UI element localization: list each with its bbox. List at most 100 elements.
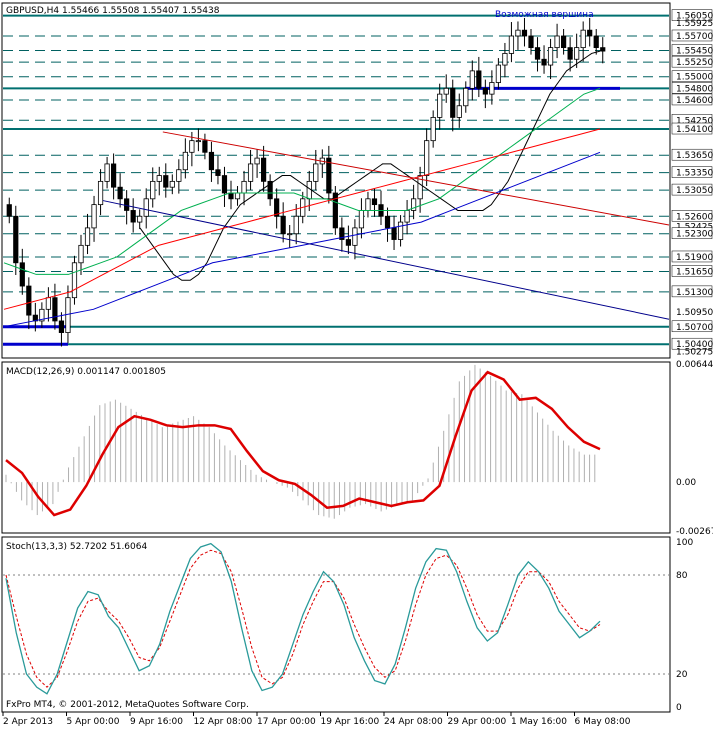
price-axis-label-17: 1.51650 xyxy=(676,268,713,278)
candle-body-91 xyxy=(600,47,606,52)
candle-body-79 xyxy=(521,29,528,37)
candle-body-17 xyxy=(117,186,123,200)
moving-averages-group xyxy=(3,50,601,328)
candle-body-36 xyxy=(241,180,247,194)
candle-body-68 xyxy=(450,87,456,118)
stoch-axis-label-3: 0 xyxy=(676,703,682,713)
price-axis-label-21: 1.50400 xyxy=(676,340,713,350)
candle-body-89 xyxy=(587,29,593,37)
time-axis-label-6: 24 Apr 08:00 xyxy=(384,717,443,727)
candle-body-83 xyxy=(547,47,554,66)
price-label-box-11 xyxy=(671,166,713,178)
levels-group xyxy=(3,14,669,346)
candle-body-29 xyxy=(195,140,201,143)
candle-body-82 xyxy=(541,58,547,66)
price-axis-label-12: 1.53050 xyxy=(676,186,713,196)
candle-body-90 xyxy=(593,35,599,49)
candle-body-37 xyxy=(247,163,254,182)
time-axis-label-2: 9 Apr 16:00 xyxy=(130,717,183,727)
candle-body-24 xyxy=(163,175,169,188)
macd-axis: 0.006448 0.00 -0.00267 xyxy=(676,360,713,537)
price-axis-label-2: 1.55700 xyxy=(676,32,713,42)
candle-body-86 xyxy=(567,47,573,60)
candle-body-64 xyxy=(424,140,430,176)
stoch-panel xyxy=(1,536,671,713)
candle-body-55 xyxy=(365,198,371,211)
candle-body-22 xyxy=(150,180,156,200)
time-axis: 2 Apr 2013 5 Apr 00:00 9 Apr 16:00 12 Apr 0… xyxy=(2,712,631,727)
price-label-box-6 xyxy=(671,82,713,94)
price-axis-label-20: 1.50700 xyxy=(676,323,713,333)
candle-body-20 xyxy=(137,215,143,223)
time-axis-label-1: 5 Apr 00:00 xyxy=(67,717,120,727)
macd-axis-label-2: -0.00267 xyxy=(676,527,713,537)
candle-body-80 xyxy=(528,35,534,49)
candle-body-41 xyxy=(274,198,280,217)
candle-body-63 xyxy=(417,175,423,200)
candle-body-3 xyxy=(26,285,32,316)
price-axis-label-19: 1.50950 xyxy=(676,308,713,318)
stoch-axis-label-0: 100 xyxy=(676,538,693,548)
time-axis-label-7: 29 Apr 00:00 xyxy=(448,717,507,727)
candle-body-33 xyxy=(221,175,228,194)
price-label-box-0 xyxy=(671,9,713,21)
macd-title: MACD(12,26,9) 0.001147 0.001805 xyxy=(6,367,166,377)
candle-body-19 xyxy=(130,210,136,223)
candle-body-15 xyxy=(104,163,110,182)
trendlines-group xyxy=(102,131,670,320)
candle-body-2 xyxy=(19,262,25,287)
candle-body-43 xyxy=(287,233,293,236)
price-axis-label-8: 1.54250 xyxy=(676,116,713,126)
candle-body-13 xyxy=(91,204,97,229)
candle-body-56 xyxy=(371,198,378,206)
stoch-title: Stoch(13,3,3) 52.7202 51.6064 xyxy=(6,542,147,552)
price-label-box-17 xyxy=(671,265,713,277)
price-axis-label-4: 1.55250 xyxy=(676,58,713,68)
candle-body-87 xyxy=(574,47,580,60)
price-label-box-21 xyxy=(671,337,713,350)
macd-signal-group xyxy=(5,370,601,517)
candle-body-73 xyxy=(482,87,488,95)
candle-body-31 xyxy=(208,151,215,171)
stoch-axis-label-1: 80 xyxy=(676,571,688,581)
candle-body-5 xyxy=(39,308,45,322)
candle-body-50 xyxy=(332,192,338,229)
candle-body-67 xyxy=(443,87,449,95)
candle-body-77 xyxy=(508,35,515,54)
candle-body-26 xyxy=(176,169,182,182)
price-axis-label-11: 1.53350 xyxy=(676,169,713,179)
price-axis-label-9: 1.54100 xyxy=(676,125,713,135)
candle-body-60 xyxy=(397,221,404,240)
candle-body-21 xyxy=(143,198,149,217)
candle-body-66 xyxy=(437,93,443,118)
price-title: GBPUSD,H4 1.55466 1.55508 1.55407 1.5543… xyxy=(6,6,220,16)
time-axis-label-8: 1 May 16:00 xyxy=(511,717,567,727)
candle-body-42 xyxy=(280,215,286,235)
candle-body-70 xyxy=(463,87,469,107)
candle-body-88 xyxy=(580,29,586,49)
price-axis-label-6: 1.54800 xyxy=(676,84,713,94)
price-label-box-12 xyxy=(671,183,713,196)
candle-body-28 xyxy=(189,140,195,153)
candle-body-27 xyxy=(182,151,188,171)
time-axis-label-4: 17 Apr 00:00 xyxy=(257,717,316,727)
candle-body-34 xyxy=(228,192,234,200)
candle-body-81 xyxy=(534,47,541,60)
moving-average-1 xyxy=(3,87,601,275)
stoch-k-line xyxy=(5,542,601,695)
candle-body-6 xyxy=(45,297,51,310)
price-label-box-20 xyxy=(671,320,713,333)
price-label-box-4 xyxy=(671,55,713,68)
candle-body-25 xyxy=(169,180,175,188)
candle-body-62 xyxy=(411,198,417,211)
candle-body-47 xyxy=(313,163,319,182)
candle-body-18 xyxy=(124,198,130,211)
candle-body-85 xyxy=(561,35,567,49)
candle-body-39 xyxy=(261,157,267,182)
macd-histogram xyxy=(5,364,596,519)
candle-body-69 xyxy=(456,105,462,118)
price-label-box-9 xyxy=(671,122,713,135)
candle-body-38 xyxy=(254,157,260,165)
time-axis-label-3: 12 Apr 08:00 xyxy=(194,717,253,727)
